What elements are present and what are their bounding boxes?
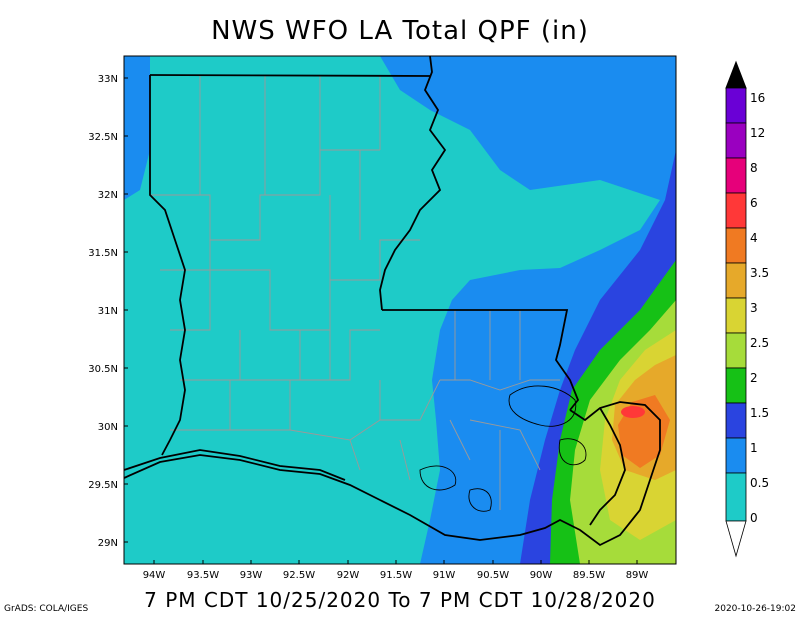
mississippi-river-border [379,56,447,311]
lat-label-32n: 32N [98,190,118,201]
legend-label-12: 12 [750,126,765,140]
legend-swatch-0-5-1 [725,437,747,474]
lon-label-93w: 93W [240,570,263,581]
legend-swatch-3-3-5 [725,262,747,299]
legend-label-1-5: 1.5 [750,406,769,420]
legend-swatch-2-2-5 [725,332,747,369]
legend-swatch-3-5-4 [725,227,747,264]
lat-label-30-5n: 30.5N [88,364,118,375]
legend-swatch-1-1-5 [725,402,747,439]
color-legend: 16 12 8 6 4 3.5 3 2.5 2 1.5 1 0.5 0 [725,60,769,558]
lon-label-91-5w: 91.5W [380,570,412,581]
longitude-axis: 94W 93.5W 93W 92.5W 92W 91.5W 91W 90.5W … [143,570,649,581]
legend-swatch-12-16 [725,87,747,124]
timestamp-label: 2020-10-26-19:02 [714,604,797,614]
lat-label-33n: 33N [98,74,118,85]
lat-label-29n: 29N [98,538,118,549]
valid-period: 7 PM CDT 10/25/2020 To 7 PM CDT 10/28/20… [144,588,656,612]
map-title: NWS WFO LA Total QPF (in) [211,16,589,46]
lon-label-92w: 92W [337,570,360,581]
lat-label-31-5n: 31.5N [88,248,118,259]
lon-label-90w: 90W [530,570,553,581]
legend-swatch-8-12 [725,122,747,159]
lon-label-94w: 94W [143,570,166,581]
legend-label-16: 16 [750,91,765,105]
legend-swatch-6-8 [725,157,747,194]
lat-label-30n: 30N [98,422,118,433]
qpf-band-4-6 [621,406,645,418]
lon-label-90-5w: 90.5W [477,570,509,581]
legend-swatch-1-5-2 [725,367,747,404]
qpf-fields [124,56,676,564]
credit-label: GrADS: COLA/IGES [4,604,89,614]
legend-label-6: 6 [750,196,758,210]
legend-label-1: 1 [750,441,758,455]
texas-border [149,75,186,456]
lon-label-91w: 91W [433,570,456,581]
legend-swatch-4-6 [725,192,747,229]
parish-boundaries [150,75,560,510]
mississippi-border-31n [382,309,580,411]
lake-outlines [419,385,587,512]
legend-label-2-5: 2.5 [750,336,769,350]
coastline [124,401,661,547]
legend-label-8: 8 [750,161,758,175]
pearl-river [589,407,626,526]
lon-label-89w: 89W [626,570,649,581]
state-boundaries [124,56,661,547]
lat-label-31n: 31N [98,306,118,317]
legend-top-arrow [725,60,747,89]
legend-swatch-2-5-3 [725,297,747,334]
lon-label-89-5w: 89.5W [573,570,605,581]
legend-label-0-5: 0.5 [750,476,769,490]
lat-label-29-5n: 29.5N [88,480,118,491]
legend-label-2: 2 [750,371,758,385]
qpf-band-0.5-1-northwest [124,56,150,200]
legend-label-4: 4 [750,231,758,245]
legend-swatch-0-0-5 [725,472,747,522]
latitude-axis: 33N 32.5N 32N 31.5N 31N 30.5N 30N 29.5N … [88,74,118,549]
lon-label-92-5w: 92.5W [283,570,315,581]
arkansas-border [149,74,431,77]
lat-label-32-5n: 32.5N [88,132,118,143]
legend-bottom-arrow [725,520,747,558]
legend-label-3: 3 [750,301,758,315]
legend-label-0: 0 [750,511,758,525]
lon-label-93-5w: 93.5W [187,570,219,581]
coastline-inner [124,449,346,481]
legend-label-3-5: 3.5 [750,266,769,280]
